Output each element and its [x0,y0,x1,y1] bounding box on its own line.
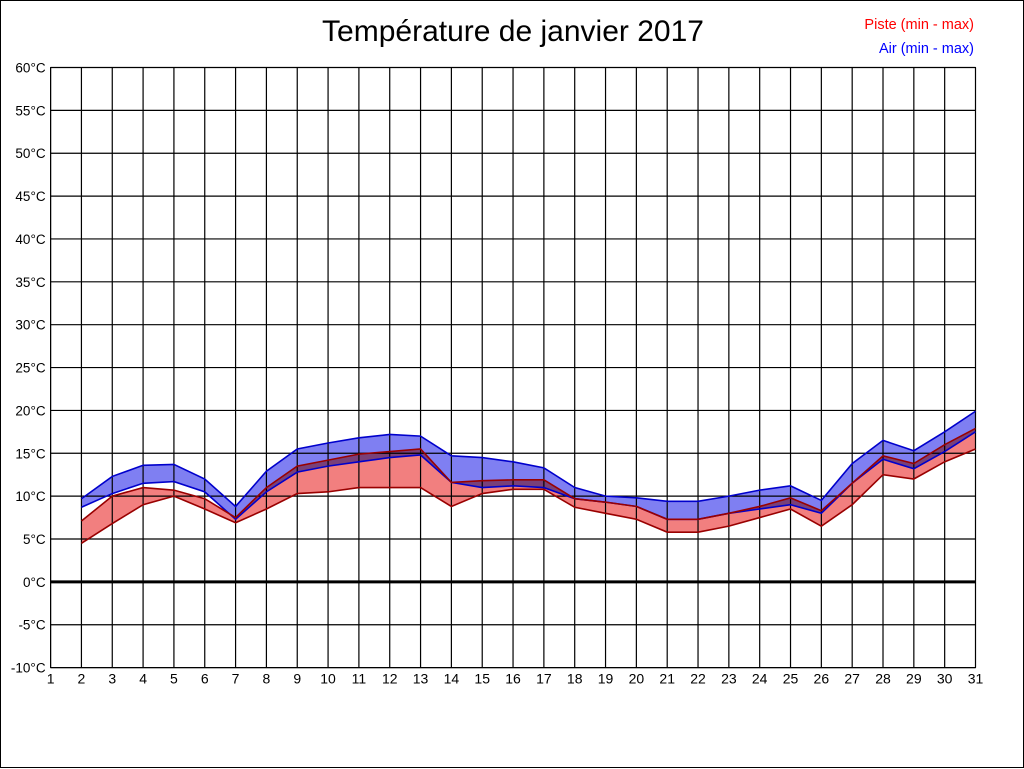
svg-text:11: 11 [352,671,367,687]
svg-text:-10°C: -10°C [11,661,46,676]
svg-text:1: 1 [47,671,55,687]
svg-text:12: 12 [382,671,398,687]
svg-text:50°C: 50°C [15,146,45,161]
svg-text:7: 7 [232,671,240,687]
svg-text:9: 9 [293,671,301,687]
svg-text:30°C: 30°C [15,318,45,333]
svg-text:20°C: 20°C [15,403,45,418]
svg-text:-5°C: -5°C [18,618,45,633]
svg-text:18: 18 [567,671,583,687]
svg-text:25°C: 25°C [15,361,45,376]
svg-text:26: 26 [814,671,830,687]
svg-text:60°C: 60°C [15,61,45,76]
svg-text:40°C: 40°C [15,232,45,247]
svg-text:15°C: 15°C [15,446,45,461]
svg-text:27: 27 [844,671,860,687]
svg-text:31: 31 [968,671,984,687]
svg-text:28: 28 [875,671,891,687]
svg-text:25: 25 [783,671,799,687]
svg-text:3: 3 [108,671,116,687]
svg-text:8: 8 [263,671,271,687]
svg-text:5: 5 [170,671,178,687]
svg-text:14: 14 [444,671,460,687]
svg-text:10°C: 10°C [15,489,45,504]
svg-text:21: 21 [659,671,675,687]
svg-text:0°C: 0°C [23,575,46,590]
svg-text:23: 23 [721,671,737,687]
svg-text:16: 16 [505,671,521,687]
svg-text:55°C: 55°C [15,103,45,118]
svg-text:35°C: 35°C [15,275,45,290]
svg-text:24: 24 [752,671,768,687]
svg-text:10: 10 [320,671,336,687]
svg-text:30: 30 [937,671,953,687]
svg-text:15: 15 [474,671,490,687]
svg-text:5°C: 5°C [23,532,46,547]
svg-text:4: 4 [139,671,147,687]
svg-text:17: 17 [536,671,552,687]
svg-text:6: 6 [201,671,209,687]
svg-text:13: 13 [413,671,429,687]
svg-text:45°C: 45°C [15,189,45,204]
svg-text:19: 19 [598,671,614,687]
svg-text:22: 22 [690,671,706,687]
svg-text:20: 20 [629,671,645,687]
svg-text:2: 2 [78,671,86,687]
svg-text:29: 29 [906,671,922,687]
